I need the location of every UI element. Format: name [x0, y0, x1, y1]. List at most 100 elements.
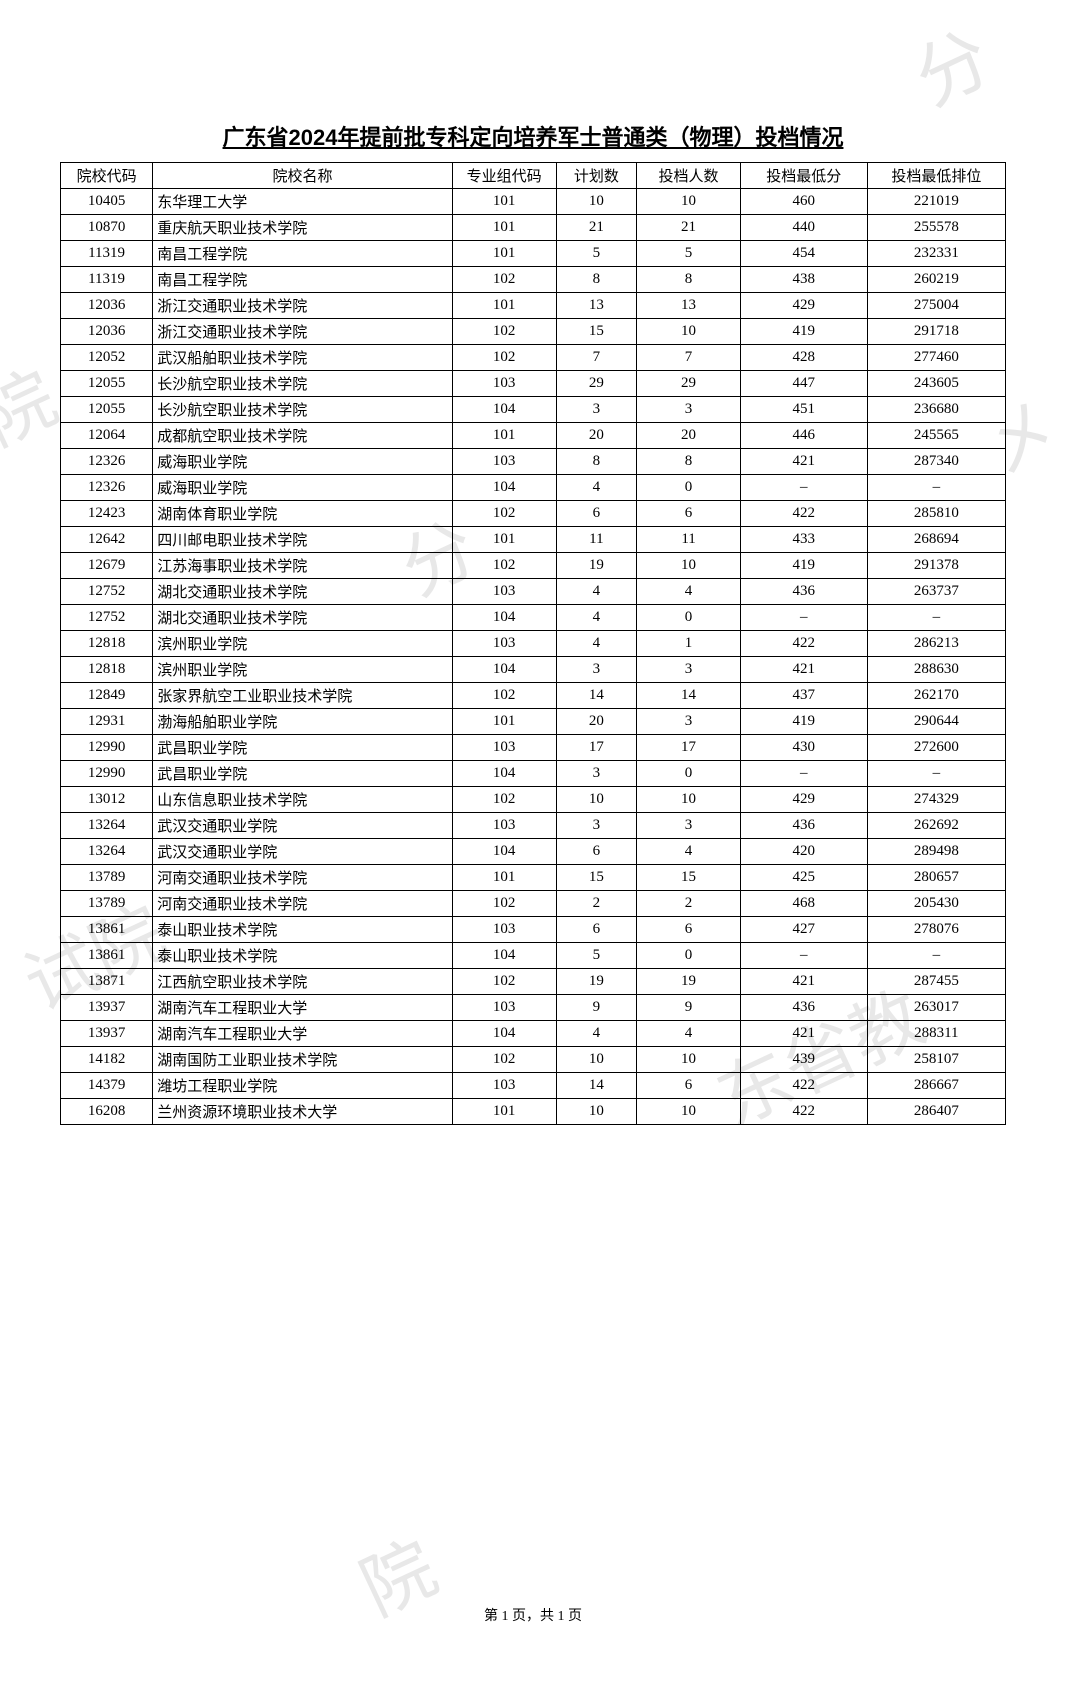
- table-cell: 0: [637, 943, 741, 969]
- table-cell: 436: [740, 995, 867, 1021]
- table-row: 12752湖北交通职业技术学院10440––: [61, 605, 1006, 631]
- table-cell: 重庆航天职业技术学院: [153, 215, 453, 241]
- table-cell: 4: [556, 475, 637, 501]
- table-cell: 468: [740, 891, 867, 917]
- table-cell: 236680: [867, 397, 1005, 423]
- table-cell: 422: [740, 631, 867, 657]
- table-cell: 13871: [61, 969, 153, 995]
- table-cell: 11: [637, 527, 741, 553]
- table-row: 12818滨州职业学院10433421288630: [61, 657, 1006, 683]
- table-cell: 287340: [867, 449, 1005, 475]
- table-row: 12752湖北交通职业技术学院10344436263737: [61, 579, 1006, 605]
- table-cell: 102: [452, 501, 556, 527]
- table-cell: 10: [556, 787, 637, 813]
- table-cell: 436: [740, 579, 867, 605]
- table-cell: 19: [556, 553, 637, 579]
- table-cell: 5: [556, 943, 637, 969]
- table-cell: 14: [637, 683, 741, 709]
- table-cell: 4: [637, 839, 741, 865]
- table-cell: 291718: [867, 319, 1005, 345]
- table-cell: 10: [637, 1099, 741, 1125]
- table-cell: 8: [556, 267, 637, 293]
- table-column-header: 投档人数: [637, 163, 741, 189]
- table-cell: 29: [556, 371, 637, 397]
- table-cell: 103: [452, 371, 556, 397]
- table-cell: 3: [637, 813, 741, 839]
- table-cell: 15: [556, 865, 637, 891]
- table-column-header: 院校名称: [153, 163, 453, 189]
- table-cell: 103: [452, 735, 556, 761]
- table-cell: 湖南汽车工程职业大学: [153, 1021, 453, 1047]
- table-row: 12052武汉船舶职业技术学院10277428277460: [61, 345, 1006, 371]
- table-cell: 12052: [61, 345, 153, 371]
- table-row: 13012山东信息职业技术学院1021010429274329: [61, 787, 1006, 813]
- table-cell: 425: [740, 865, 867, 891]
- table-cell: 0: [637, 475, 741, 501]
- table-cell: 湖北交通职业技术学院: [153, 605, 453, 631]
- table-cell: 湖南汽车工程职业大学: [153, 995, 453, 1021]
- table-cell: 101: [452, 215, 556, 241]
- table-cell: 447: [740, 371, 867, 397]
- table-cell: 286213: [867, 631, 1005, 657]
- table-cell: 451: [740, 397, 867, 423]
- table-row: 10870重庆航天职业技术学院1012121440255578: [61, 215, 1006, 241]
- table-cell: 101: [452, 527, 556, 553]
- table-cell: 长沙航空职业技术学院: [153, 371, 453, 397]
- table-cell: 2: [556, 891, 637, 917]
- table-cell: 13: [637, 293, 741, 319]
- table-cell: 421: [740, 449, 867, 475]
- table-cell: 10: [637, 553, 741, 579]
- table-body: 10405东华理工大学101101046022101910870重庆航天职业技术…: [61, 189, 1006, 1125]
- table-cell: 渤海船舶职业学院: [153, 709, 453, 735]
- table-cell: 103: [452, 813, 556, 839]
- table-cell: 12423: [61, 501, 153, 527]
- table-cell: 泰山职业技术学院: [153, 943, 453, 969]
- table-cell: 6: [637, 1073, 741, 1099]
- table-cell: 258107: [867, 1047, 1005, 1073]
- table-cell: 8: [556, 449, 637, 475]
- table-cell: 275004: [867, 293, 1005, 319]
- table-cell: 430: [740, 735, 867, 761]
- table-row: 12423湖南体育职业学院10266422285810: [61, 501, 1006, 527]
- table-cell: 104: [452, 943, 556, 969]
- table-cell: 0: [637, 761, 741, 787]
- table-cell: 420: [740, 839, 867, 865]
- table-cell: 成都航空职业技术学院: [153, 423, 453, 449]
- table-cell: 262692: [867, 813, 1005, 839]
- table-cell: 12849: [61, 683, 153, 709]
- table-row: 12326威海职业学院10440––: [61, 475, 1006, 501]
- table-cell: 11319: [61, 241, 153, 267]
- table-cell: 205430: [867, 891, 1005, 917]
- table-cell: 20: [556, 423, 637, 449]
- table-cell: 102: [452, 1047, 556, 1073]
- table-cell: 421: [740, 969, 867, 995]
- table-cell: 101: [452, 1099, 556, 1125]
- table-row: 12642四川邮电职业技术学院1011111433268694: [61, 527, 1006, 553]
- table-cell: 9: [637, 995, 741, 1021]
- table-cell: 291378: [867, 553, 1005, 579]
- table-cell: 268694: [867, 527, 1005, 553]
- table-row: 12064成都航空职业技术学院1012020446245565: [61, 423, 1006, 449]
- table-cell: 13: [556, 293, 637, 319]
- table-cell: 江苏海事职业技术学院: [153, 553, 453, 579]
- table-cell: 419: [740, 709, 867, 735]
- table-column-header: 院校代码: [61, 163, 153, 189]
- table-cell: 103: [452, 579, 556, 605]
- table-cell: 102: [452, 683, 556, 709]
- table-cell: 10: [556, 189, 637, 215]
- table-cell: 19: [637, 969, 741, 995]
- table-cell: 103: [452, 917, 556, 943]
- table-row: 12818滨州职业学院10341422286213: [61, 631, 1006, 657]
- table-cell: –: [867, 475, 1005, 501]
- table-cell: 13937: [61, 995, 153, 1021]
- page-title: 广东省2024年提前批专科定向培养军士普通类（物理）投档情况: [60, 120, 1006, 152]
- table-cell: 7: [556, 345, 637, 371]
- table-cell: 13012: [61, 787, 153, 813]
- table-row: 12679江苏海事职业技术学院1021910419291378: [61, 553, 1006, 579]
- table-cell: 102: [452, 345, 556, 371]
- table-cell: 103: [452, 631, 556, 657]
- table-cell: 7: [637, 345, 741, 371]
- table-cell: 0: [637, 605, 741, 631]
- table-cell: 101: [452, 709, 556, 735]
- table-cell: 278076: [867, 917, 1005, 943]
